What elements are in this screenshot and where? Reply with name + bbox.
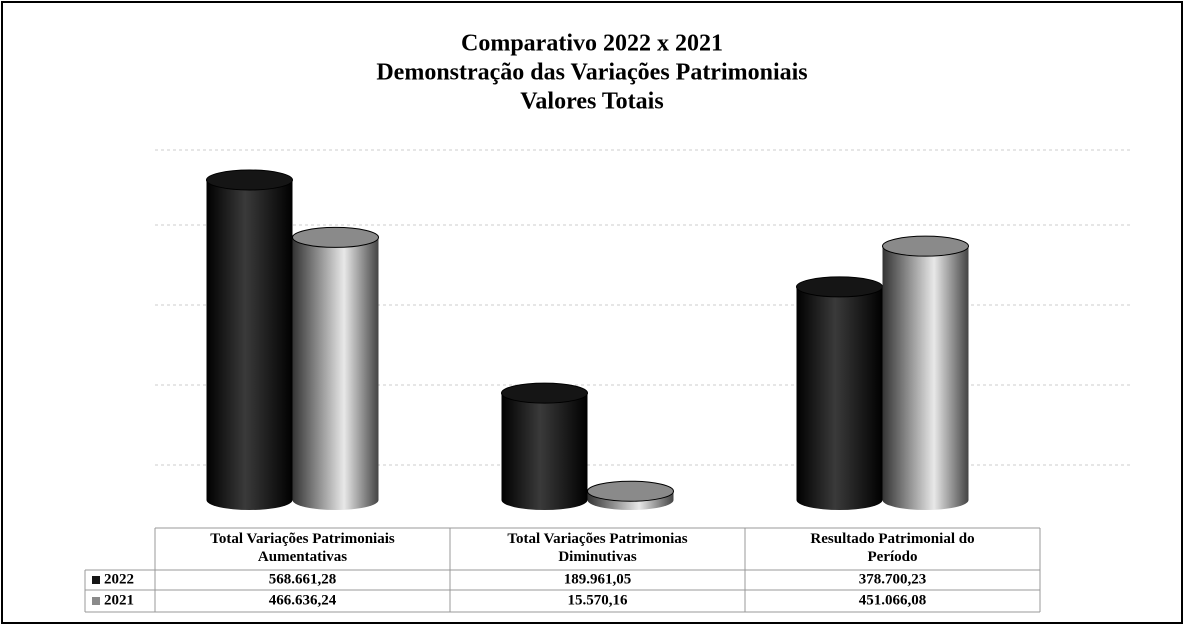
bar [797, 287, 883, 500]
value-label: 189.961,05 [564, 571, 632, 587]
bar-top [207, 170, 293, 190]
value-label: 378.700,23 [859, 571, 927, 587]
legend-swatch [92, 576, 100, 584]
value-label: 466.636,24 [269, 592, 337, 608]
bar-top [797, 277, 883, 297]
bar-top [293, 227, 379, 247]
value-label: 451.066,08 [859, 592, 927, 608]
legend-label: 2022 [104, 571, 134, 587]
bar [502, 393, 588, 500]
legend-label: 2021 [104, 592, 134, 608]
bar [207, 180, 293, 500]
chart-title: Demonstração das Variações Patrimoniais [376, 60, 807, 86]
bar-top [588, 481, 674, 501]
legend-swatch [92, 597, 100, 605]
value-label: 15.570,16 [568, 592, 629, 608]
bar-top [883, 236, 969, 256]
bar [293, 237, 379, 500]
value-label: 568.661,28 [269, 571, 337, 587]
page: Comparativo 2022 x 2021 Demonstração das … [0, 0, 1184, 625]
chart: Comparativo 2022 x 2021 Demonstração das … [0, 0, 1184, 625]
bar [883, 246, 969, 500]
chart-title: Comparativo 2022 x 2021 [461, 31, 723, 57]
chart-title: Valores Totais [520, 89, 663, 115]
bar-top [502, 383, 588, 403]
